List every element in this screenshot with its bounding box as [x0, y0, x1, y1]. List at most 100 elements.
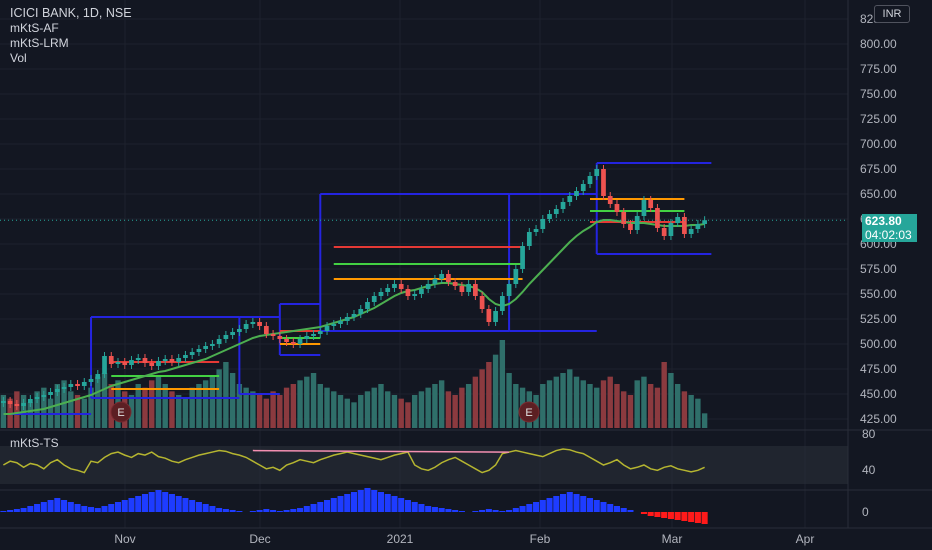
candle-body: [688, 229, 694, 234]
osc-tick: 80: [862, 427, 876, 441]
earnings-marker: [518, 401, 540, 423]
volume-bar: [432, 384, 438, 428]
momentum-bar: [404, 500, 411, 512]
momentum-bar: [357, 490, 364, 512]
volume-bar: [209, 376, 216, 428]
last-price-value: 623.80: [865, 214, 902, 228]
symbol-title[interactable]: ICICI BANK, 1D, NSE: [10, 6, 132, 20]
candle-body: [102, 356, 107, 374]
candle-body: [250, 322, 256, 324]
momentum-bar: [391, 496, 398, 512]
volume-bar: [68, 391, 74, 428]
indicator-lrm[interactable]: mKtS-LRM: [10, 36, 69, 50]
momentum-bar: [229, 510, 236, 512]
candle-body: [270, 334, 276, 336]
candle-body: [594, 169, 600, 176]
momentum-bar: [344, 494, 351, 512]
momentum-bar: [674, 512, 681, 520]
volume-bar: [465, 384, 472, 428]
chart-legend: ICICI BANK, 1D, NSE mKtS-AF mKtS-LRM Vol: [10, 6, 132, 66]
candle-body: [183, 355, 188, 358]
momentum-bar: [580, 496, 587, 512]
momentum-bar: [101, 506, 108, 512]
volume-bar: [674, 384, 681, 428]
divergence-line: [252, 449, 510, 453]
momentum-bar: [593, 500, 600, 512]
momentum-bar: [681, 512, 688, 521]
candle-body: [210, 344, 215, 346]
price-tick: 500.00: [860, 337, 897, 351]
candle-body: [14, 404, 20, 406]
candle-body: [459, 286, 465, 292]
price-tick: 425.00: [860, 412, 897, 426]
candle-body: [553, 209, 559, 214]
oscillator-label[interactable]: mKtS-TS: [10, 436, 59, 450]
momentum-bar: [310, 504, 317, 512]
momentum-bar: [694, 512, 701, 523]
volume-bar: [546, 380, 553, 428]
volume-bar: [668, 373, 674, 428]
momentum-bar: [222, 509, 229, 512]
momentum-bar: [566, 492, 573, 512]
candle-body: [607, 196, 613, 204]
volume-bar: [479, 369, 485, 428]
candle-body: [378, 292, 384, 296]
candle-body: [587, 176, 593, 184]
volume-bar: [270, 391, 276, 428]
momentum-bar: [94, 508, 101, 512]
momentum-bar: [539, 500, 546, 512]
momentum-bar: [283, 510, 290, 512]
volume-bar: [250, 391, 256, 428]
candle-body: [324, 326, 330, 331]
indicator-vol[interactable]: Vol: [10, 51, 27, 65]
candle-body: [641, 200, 647, 216]
candle-body: [365, 302, 370, 309]
currency-button[interactable]: INR: [874, 5, 910, 23]
indicator-af[interactable]: mKtS-AF: [10, 21, 59, 35]
volume-bar: [243, 387, 249, 428]
momentum-bar: [256, 510, 263, 512]
momentum-bar: [0, 511, 7, 512]
momentum-bar: [135, 496, 142, 512]
time-tick: 2021: [387, 532, 414, 546]
volume-bar: [351, 402, 357, 428]
momentum-bar: [384, 494, 391, 512]
momentum-bar: [701, 512, 708, 524]
volume-bar: [61, 380, 67, 428]
time-tick: Apr: [796, 532, 815, 546]
osc-band: [0, 446, 848, 484]
momentum-bar: [533, 502, 540, 512]
volume-bar: [621, 391, 627, 428]
candle-body: [108, 356, 114, 364]
momentum-bar: [519, 506, 526, 512]
momentum-bar: [162, 492, 169, 512]
momentum-histogram: [0, 488, 932, 524]
price-tick: 450.00: [860, 387, 897, 401]
momentum-bar: [647, 512, 654, 516]
candle-body: [1, 401, 6, 403]
candle-body: [317, 331, 323, 334]
price-tick: 700.00: [860, 137, 897, 151]
candle-body: [338, 321, 343, 324]
momentum-bar: [249, 511, 256, 512]
price-tick: 525.00: [860, 312, 897, 326]
momentum-bar: [290, 509, 297, 512]
momentum-bar: [438, 508, 445, 512]
candle-body: [284, 339, 289, 342]
grid-lines: [0, 0, 848, 528]
candle-body: [473, 284, 478, 296]
momentum-bar: [350, 492, 358, 512]
volume-bar: [95, 376, 101, 428]
earnings-marker-label: E: [525, 407, 532, 419]
momentum-bar: [7, 510, 14, 512]
candle-body: [479, 296, 485, 309]
time-tick: Nov: [114, 532, 135, 546]
candle-body: [580, 184, 586, 191]
candle-body: [189, 352, 195, 355]
momentum-bar: [175, 496, 182, 512]
candle-body: [486, 309, 492, 322]
momentum-bar: [661, 512, 668, 518]
candle-body: [405, 289, 411, 296]
momentum-bar: [613, 506, 621, 512]
